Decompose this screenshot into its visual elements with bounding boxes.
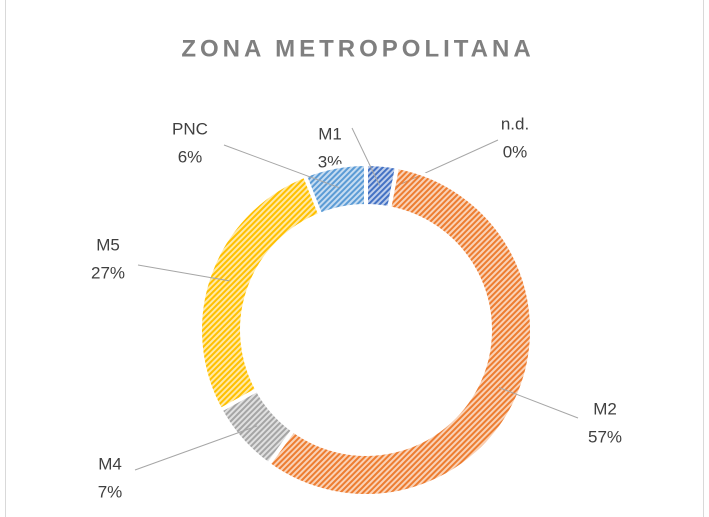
slice-category-label: PNC — [172, 119, 208, 138]
slice-category-label: M2 — [593, 399, 617, 418]
slice-value-label: 7% — [98, 482, 123, 501]
slice-value-label: 57% — [588, 427, 622, 446]
leader-line — [351, 127, 381, 186]
donut-slice — [265, 164, 534, 498]
slice-category-label: M5 — [96, 235, 120, 254]
slice-category-label: n.d. — [501, 114, 529, 133]
leader-line — [498, 387, 579, 419]
leader-line — [137, 264, 230, 282]
chart-border — [5, 0, 704, 517]
chart-title: ZONA METROPOLITANA — [181, 35, 534, 62]
slice-category-label: M1 — [318, 124, 342, 143]
leader-line — [134, 425, 258, 471]
slice-value-label: 6% — [178, 147, 203, 166]
slice-value-label: 27% — [91, 263, 125, 282]
slice-value-label: 0% — [503, 142, 528, 161]
slice-category-label: M4 — [98, 454, 122, 473]
donut-slice — [302, 161, 368, 218]
leader-line — [223, 144, 340, 189]
